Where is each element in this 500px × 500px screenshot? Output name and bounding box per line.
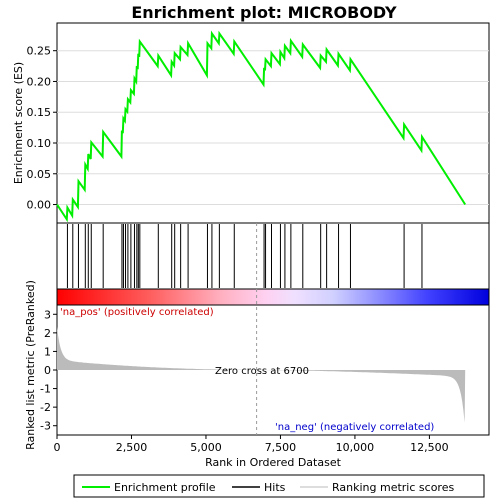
- es-y-tick-label: 0.15: [27, 106, 52, 119]
- es-y-axis-label: Enrichment score (ES): [12, 62, 25, 184]
- legend-label-ranking: Ranking metric scores: [332, 481, 454, 494]
- ranking-color-bar: [56, 288, 490, 306]
- es-gridlines: [57, 50, 489, 206]
- x-tick-label: 0: [54, 441, 61, 454]
- negative-correlation-label: 'na_neg' (negatively correlated): [275, 422, 434, 433]
- es-y-tick-label: 0.05: [27, 168, 52, 181]
- chart-title: Enrichment plot: MICROBODY: [131, 3, 397, 22]
- enrichment-profile-line: [56, 30, 467, 223]
- legend-label-enrichment: Enrichment profile: [114, 481, 216, 494]
- x-tick-label: 5,000: [190, 441, 222, 454]
- es-y-tick-label: 0.25: [27, 45, 52, 58]
- hit-markers: [66, 224, 423, 288]
- x-tick-label: 10,000: [336, 441, 375, 454]
- legend-label-hits: Hits: [264, 481, 286, 494]
- es-y-axis: 0.00 0.05 0.10 0.15 0.20 0.25: [27, 45, 57, 212]
- metric-y-tick-label: 3: [44, 308, 51, 321]
- metric-y-tick-label: -3: [40, 420, 51, 433]
- x-tick-label: 12,500: [410, 441, 449, 454]
- legend-box: [73, 474, 485, 498]
- metric-y-tick-label: -2: [40, 401, 51, 414]
- metric-y-tick-label: -1: [40, 383, 51, 396]
- es-y-tick-label: 0.00: [27, 199, 52, 212]
- es-panel-frame: [56, 22, 490, 224]
- zero-cross-label: Zero cross at 6700: [215, 366, 309, 377]
- es-y-tick-label: 0.10: [27, 137, 52, 150]
- x-axis-label: Rank in Ordered Dataset: [205, 456, 342, 469]
- x-axis: 0 2,500 5,000 7,500 10,000 12,500: [54, 435, 449, 454]
- positive-correlation-label: 'na_pos' (positively correlated): [60, 307, 214, 318]
- metric-y-tick-label: 1: [44, 345, 51, 358]
- metric-y-axis-label: Ranked list metric (PreRanked): [24, 280, 37, 450]
- metric-y-tick-label: 0: [44, 364, 51, 377]
- metric-y-tick-label: 2: [44, 327, 51, 340]
- x-tick-label: 2,500: [116, 441, 148, 454]
- x-tick-label: 7,500: [265, 441, 297, 454]
- metric-y-axis: 3 2 1 0 -1 -2 -3: [40, 308, 57, 433]
- es-y-tick-label: 0.20: [27, 75, 52, 88]
